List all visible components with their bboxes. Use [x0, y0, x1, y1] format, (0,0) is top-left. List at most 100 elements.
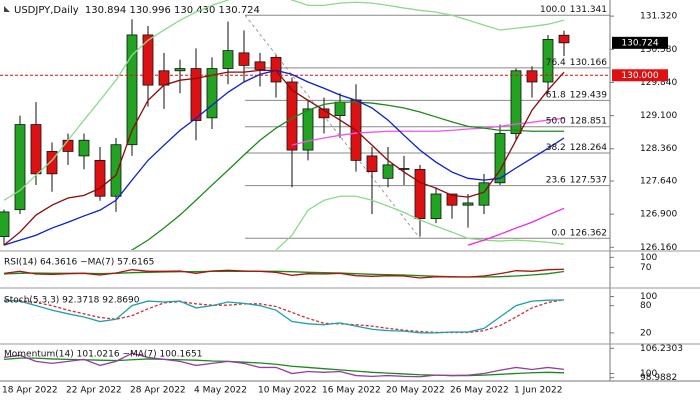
y-tick-label: 98.9882	[640, 373, 677, 383]
y-tick-label: 128.360	[640, 144, 677, 154]
fib-label: 50.0 128.851	[546, 116, 607, 126]
candle-body	[126, 34, 138, 146]
candle-body	[62, 139, 74, 152]
candle-body	[526, 70, 538, 83]
fib-price: 128.264	[570, 143, 607, 153]
candle-body	[446, 193, 458, 206]
alert-box	[612, 69, 668, 82]
open-value: 130.894	[85, 5, 126, 16]
candle-body	[302, 108, 314, 151]
candle-body	[158, 70, 170, 86]
x-tick-label: 18 Apr 2022	[2, 386, 58, 396]
candle-body	[430, 193, 442, 220]
fib-level-name: 0.0	[551, 228, 566, 238]
x-tick-label: 4 May 2022	[194, 386, 247, 396]
fib-label: 100.0 131.341	[540, 5, 607, 15]
y-tick-label: 20	[640, 328, 652, 338]
fib-label: 38.2 128.264	[546, 143, 608, 153]
indicator-line	[291, 117, 565, 146]
y-tick-label: 129.100	[640, 111, 677, 121]
y-tick-label: 70	[640, 263, 652, 273]
x-tick-label: 10 May 2022	[258, 386, 317, 396]
candle-body	[334, 101, 346, 116]
candle-body	[206, 68, 218, 119]
candle-body	[366, 155, 378, 172]
y-tick-label: 130.580	[640, 45, 677, 55]
x-tick-label: 1 Jun 2022	[514, 386, 562, 396]
y-tick-label: 127.640	[640, 177, 677, 187]
fib-price: 130.166	[570, 57, 607, 67]
plot-area	[3, 352, 565, 378]
indicator-line	[467, 207, 565, 246]
x-tick-label: 26 May 2022	[450, 386, 509, 396]
x-tick-label: 22 Apr 2022	[66, 386, 122, 396]
indicator-line	[3, 0, 565, 201]
candle-body	[110, 144, 122, 197]
candle-body	[238, 52, 250, 66]
fib-price: 131.341	[570, 5, 607, 15]
fib-level-name: 61.8	[546, 90, 566, 100]
last-price-box	[612, 36, 668, 49]
indicator-line	[3, 69, 565, 246]
fib-price: 126.362	[570, 228, 607, 238]
fib-level-name: 23.6	[546, 175, 566, 185]
close-value: 130.724	[219, 5, 260, 16]
fib-trendline	[244, 14, 421, 239]
fib-price: 128.851	[570, 116, 607, 126]
panel-title: Stoch(5,3,3) 92.3718 92.8690	[4, 296, 140, 306]
fib-price: 129.439	[570, 90, 607, 100]
plot-area	[3, 299, 565, 334]
candle-body	[270, 56, 282, 83]
candle-body	[94, 159, 106, 197]
fib-level-name: 38.2	[546, 143, 566, 153]
indicator-line	[3, 352, 565, 378]
candle-body	[142, 34, 154, 86]
low-value: 130.430	[174, 5, 215, 16]
fib-label: 61.8 129.439	[546, 90, 608, 100]
panel-title: Momentum(14) 101.0216 ~MA(7) 100.1651	[4, 350, 202, 360]
candle-body	[382, 164, 394, 179]
y-tick-label: 131.320	[640, 12, 677, 22]
candle-body	[0, 211, 10, 237]
y-tick-label: 100	[640, 292, 657, 302]
plot-area	[0, 0, 610, 250]
fib-label: 0.0 126.362	[551, 228, 607, 238]
y-tick-label: 100	[640, 369, 657, 379]
fib-price: 127.537	[570, 175, 607, 185]
candle-body	[494, 133, 506, 184]
candle-body	[478, 182, 490, 206]
candle-body	[46, 151, 58, 175]
y-tick-label: 106.2303	[640, 344, 683, 354]
candle-body	[510, 70, 522, 134]
candle-body	[222, 50, 234, 69]
symbol-icon	[4, 6, 10, 12]
candle-body	[414, 168, 426, 220]
indicator-line	[275, 195, 565, 250]
candle-body	[174, 68, 186, 72]
fib-label: 23.6 127.537	[546, 175, 607, 185]
candle-body	[254, 61, 266, 70]
fib-level-name: 76.4	[546, 57, 566, 67]
y-tick-label: 126.900	[640, 210, 677, 220]
y-tick-label: 129.840	[640, 78, 677, 88]
symbol: USDJPY,Daily	[14, 5, 79, 16]
candle-body	[558, 34, 570, 44]
high-value: 130.996	[129, 5, 170, 16]
indicator-line	[130, 101, 564, 250]
candle-body	[78, 139, 90, 157]
y-tick-label: 126.160	[640, 243, 677, 253]
last-price-label: 130.724	[621, 38, 658, 48]
indicator-line	[3, 299, 565, 334]
candle-body	[14, 124, 26, 211]
indicator-line	[3, 69, 565, 246]
plot-area	[3, 268, 565, 279]
indicator-line	[3, 268, 565, 279]
x-tick-label: 20 May 2022	[386, 386, 445, 396]
y-tick-label: 100	[640, 253, 657, 263]
fib-label: 76.4 130.166	[546, 57, 608, 67]
fib-level-name: 100.0	[540, 5, 566, 15]
header: USDJPY,Daily 130.894 130.996 130.430 130…	[14, 5, 260, 16]
alert-label: 130.000	[621, 71, 658, 81]
panel-title: RSI(14) 64.3616 ~MA(7) 57.6165	[4, 258, 154, 268]
